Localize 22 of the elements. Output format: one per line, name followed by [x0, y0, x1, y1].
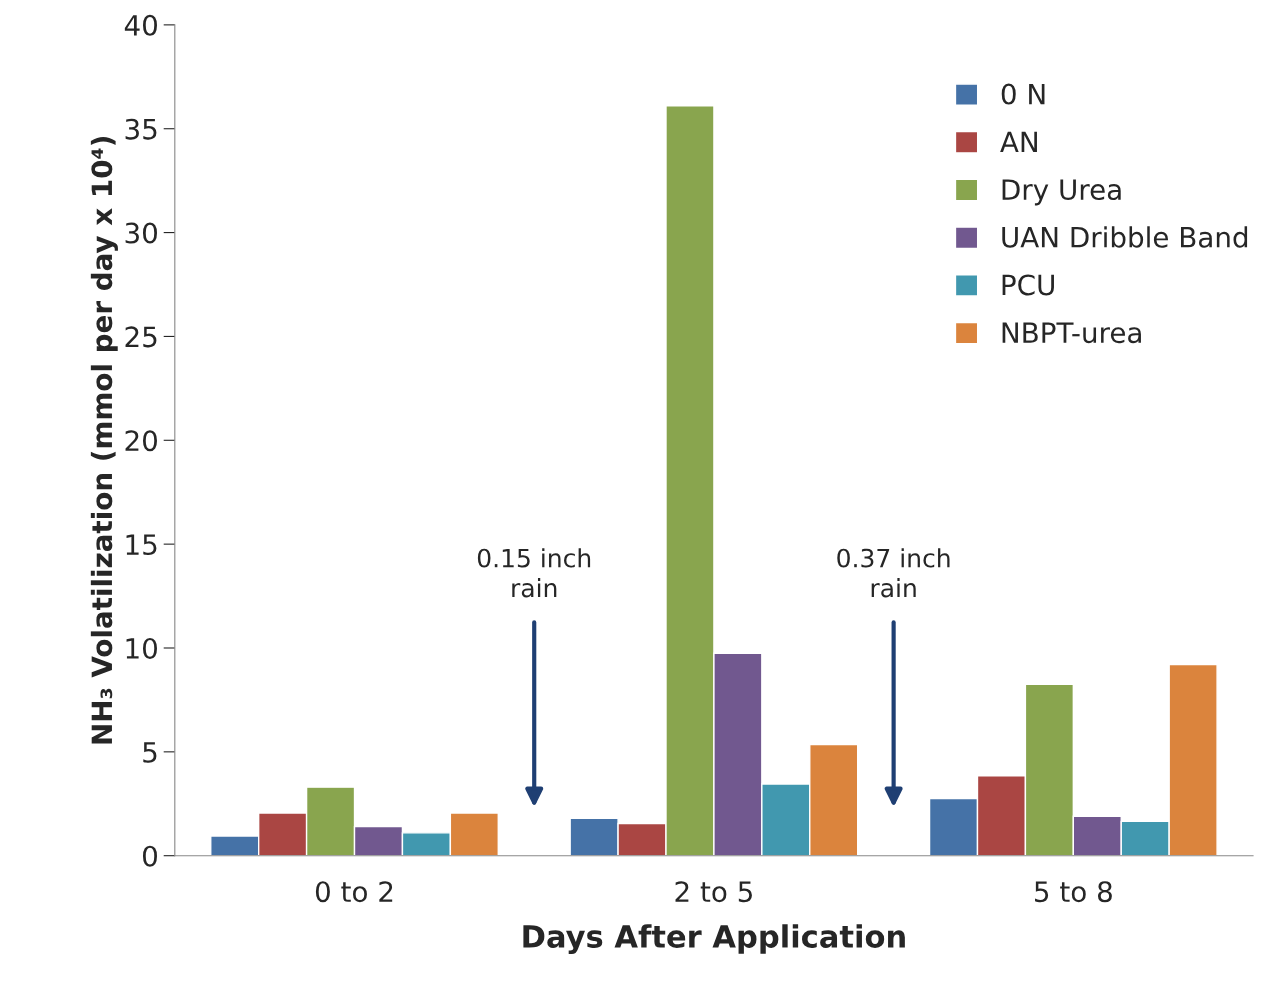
y-tick-label: 10	[126, 637, 157, 659]
legend-label: PCU	[1002, 274, 1054, 296]
legend-label: 0 N	[1001, 83, 1045, 105]
y-tick-label: 35	[125, 118, 157, 140]
y-tick-label: 30	[125, 222, 157, 244]
y-tick-label: 25	[125, 326, 157, 348]
y-tick-label: 20	[125, 430, 157, 452]
y-tick-label: 40	[124, 14, 157, 36]
legend-label: UAN Dribble Band	[1002, 226, 1248, 248]
annotation: 0.37 inch rain	[837, 548, 950, 598]
y-tick-label: 15	[126, 534, 157, 556]
legend-label: AN	[1000, 131, 1037, 152]
y-tick-label: 5	[143, 742, 157, 763]
legend-label: Dry Urea	[1002, 179, 1121, 206]
y-axis-title: NH₃ Volatilization (mmol per day x 10⁴)	[90, 137, 118, 744]
x-tick-label: 0 to 2	[315, 881, 393, 903]
x-axis-title: Days After Application	[523, 924, 905, 955]
x-tick-label: 2 to 5	[675, 881, 752, 903]
x-tick-label: 5 to 8	[1035, 881, 1112, 903]
y-tick-label: 0	[143, 845, 157, 867]
annotation: 0.15 inch rain	[477, 548, 591, 598]
legend-label: NBPT-urea	[1002, 322, 1141, 344]
